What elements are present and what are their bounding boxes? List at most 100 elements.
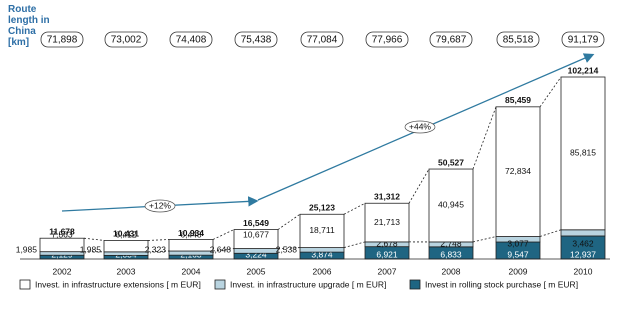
route-label: 77,966 <box>372 35 403 46</box>
route-bubble <box>234 31 278 48</box>
total-label: 25,123 <box>309 203 335 213</box>
annotation-bubble <box>144 199 176 213</box>
connector <box>539 229 562 237</box>
connector <box>212 248 235 252</box>
route-bubble <box>104 31 148 48</box>
connector <box>147 250 170 253</box>
value-label: 6,833 <box>440 249 462 259</box>
route-label: 75,438 <box>241 35 272 46</box>
legend-label: Invest in rolling stock purchase [ m EUR… <box>425 279 578 289</box>
value-label: 6,448 <box>180 229 202 239</box>
bar-segment <box>39 237 85 253</box>
value-label: 9,547 <box>507 249 529 259</box>
value-label: 3,224 <box>245 249 267 259</box>
connector <box>408 168 430 204</box>
route-bubble <box>429 31 473 48</box>
route-label: 74,408 <box>176 35 207 46</box>
legend-label: Invest. in infrastructure upgrade [ m EU… <box>230 279 386 289</box>
x-tick-label: 2004 <box>182 266 201 276</box>
value-label: 1,985 <box>16 244 38 254</box>
bar-segment <box>428 168 474 243</box>
value-label: 40,945 <box>438 200 464 210</box>
annotation: +12% <box>149 200 171 210</box>
bar-segment <box>168 239 214 252</box>
route-title: Route length in China [km] <box>8 4 50 48</box>
bar-segment <box>103 240 149 253</box>
route-bubble <box>300 31 344 48</box>
value-label: 72,834 <box>505 166 531 176</box>
x-tick-label: 2002 <box>53 266 72 276</box>
total-label: 16,549 <box>243 218 269 228</box>
legend-swatch <box>214 279 226 290</box>
route-label: 79,687 <box>436 35 467 46</box>
total-label: 10,934 <box>178 228 204 238</box>
annotation-bubble <box>404 120 436 134</box>
value-label: 2,678 <box>376 238 398 248</box>
total-label: 10,431 <box>113 229 139 239</box>
x-tick-label: 2003 <box>117 266 136 276</box>
x-tick-label: 2007 <box>378 266 397 276</box>
connector <box>343 202 366 215</box>
route-label: 77,084 <box>307 35 338 46</box>
value-label: 6,412 <box>115 229 137 239</box>
route-bubble <box>40 31 84 48</box>
route-label: 73,002 <box>111 35 142 46</box>
bar-segment <box>103 251 149 256</box>
value-label: 3,874 <box>311 249 333 259</box>
value-label: 21,713 <box>374 217 400 227</box>
x-tick-label: 2010 <box>574 266 593 276</box>
value-label: 10,677 <box>243 229 269 239</box>
x-tick-label: 2006 <box>313 266 332 276</box>
total-label: 85,459 <box>505 95 531 105</box>
route-bubble <box>169 31 213 48</box>
annotation: +44% <box>409 121 431 131</box>
connector <box>277 213 301 230</box>
connector <box>472 236 497 243</box>
route-label: 85,518 <box>503 35 534 46</box>
bar-segment <box>495 106 541 237</box>
route-label: 71,898 <box>47 35 78 46</box>
connector <box>539 76 562 108</box>
value-label: 6,921 <box>376 249 398 259</box>
value-label: 1,985 <box>80 244 102 254</box>
route-bubble <box>496 31 540 48</box>
total-label: 31,312 <box>374 191 400 201</box>
value-label: 85,815 <box>570 148 596 158</box>
value-label: 2,648 <box>210 244 232 254</box>
legend-swatch <box>19 279 31 290</box>
bar-segment <box>560 229 606 237</box>
connector <box>343 241 366 248</box>
bar-segment <box>39 251 85 256</box>
connector <box>212 229 235 240</box>
bar-segment <box>364 202 410 243</box>
bar-segment <box>233 248 279 254</box>
total-label: 50,527 <box>438 157 464 167</box>
value-label: 12,937 <box>570 249 596 259</box>
route-bubble <box>365 31 409 48</box>
legend-label: Invest. in infrastructure extensions [ m… <box>35 279 201 289</box>
value-label: 2,538 <box>276 244 298 254</box>
total-label: 102,214 <box>568 65 599 75</box>
value-label: 3,462 <box>572 238 594 248</box>
route-bubble <box>561 31 605 48</box>
value-label: 2,323 <box>145 244 167 254</box>
route-label: 91,179 <box>568 35 599 46</box>
bar-segment <box>299 213 345 248</box>
legend-swatch <box>409 279 421 290</box>
bar-segment <box>560 76 606 231</box>
x-tick-label: 2005 <box>247 266 266 276</box>
bar-segment <box>299 247 345 253</box>
bar-segment <box>168 250 214 256</box>
x-tick-label: 2008 <box>442 266 461 276</box>
value-label: 18,711 <box>309 225 335 235</box>
value-label: 7,563 <box>51 229 73 239</box>
total-label: 11,678 <box>49 226 75 236</box>
connector <box>83 237 105 241</box>
connector <box>472 106 497 170</box>
value-label: 2,748 <box>440 238 462 248</box>
x-tick-label: 2009 <box>509 266 528 276</box>
bar-segment <box>233 229 279 249</box>
value-label: 3,077 <box>507 238 529 248</box>
